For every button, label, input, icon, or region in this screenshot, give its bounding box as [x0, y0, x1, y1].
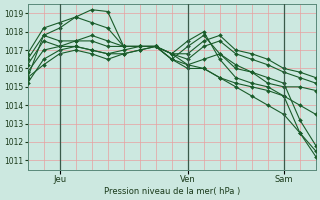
X-axis label: Pression niveau de la mer( hPa ): Pression niveau de la mer( hPa ) — [104, 187, 240, 196]
